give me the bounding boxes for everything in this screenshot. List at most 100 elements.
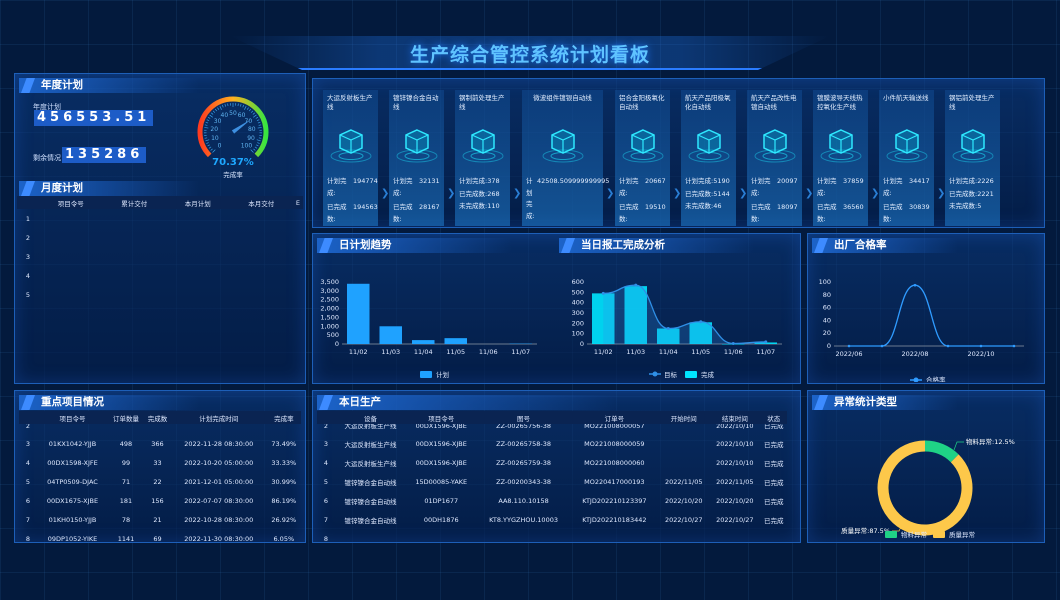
bar xyxy=(689,322,712,344)
stat-value: 37859 xyxy=(843,177,864,185)
stat-label: 未完成数: xyxy=(459,202,488,210)
table-cell xyxy=(144,424,171,434)
table-row[interactable]: 6 00DX1675-XJBE 181 156 2022-07-07 08:30:00 8… xyxy=(19,491,301,510)
table-cell: 00DX1596-XJBE xyxy=(415,458,467,467)
table-row[interactable]: 8 xyxy=(317,529,787,542)
table-cell: 大运反射板生产线 xyxy=(344,424,397,430)
table-cell: 00DX1596-XJBE xyxy=(415,424,467,430)
table-cell xyxy=(293,209,303,228)
stat-label: 已完成数: xyxy=(883,203,903,223)
stat-label: 计划完成: xyxy=(526,177,535,220)
production-line-card[interactable]: 铝合金阳极氧化自动线 计划完成: 20667 已完成数: 19510 xyxy=(615,90,670,226)
table-row[interactable]: 3 xyxy=(17,247,303,266)
table-cell: MO221008000057 xyxy=(584,424,645,430)
line-point xyxy=(1012,344,1016,348)
line-point xyxy=(979,344,983,348)
gauge-tick-label: 10 xyxy=(211,135,219,142)
line-point xyxy=(666,327,670,330)
table-cell: ZZ-00265758-38 xyxy=(496,439,551,448)
table-cell: 30.99% xyxy=(271,477,297,486)
table-row[interactable]: 1 xyxy=(17,209,303,228)
bar xyxy=(657,328,680,344)
table-row[interactable]: 2 大运反射板生产线 00DX1596-XJBE ZZ-00265756-38 MO22… xyxy=(317,424,787,434)
production-line-card[interactable]: 镀锌镍合金自动线 计划完成: 32131 已完成数: 28167 xyxy=(389,90,444,226)
table-cell xyxy=(293,266,303,285)
chevron-right-icon: ❯ xyxy=(447,188,456,199)
table-row[interactable]: 3 大运反射板生产线 00DX1596-XJBE ZZ-00265758-38 MO22… xyxy=(317,434,787,453)
table-cell: 00DX1596-XJBE xyxy=(415,439,467,448)
pass-rate-chart: 0 20 40 60 80 100 2022/06 2022/08 2022/10 合格率 xyxy=(819,278,1024,382)
table-row[interactable]: 4 xyxy=(17,266,303,285)
table-row[interactable]: 5 04TP0509-DJAC 71 22 2021-12-01 05:00:00 30.… xyxy=(19,472,301,491)
production-line-card[interactable]: 微波组件镀银自动线 计划完成: 42508.509999999995 xyxy=(522,90,609,226)
production-line-card[interactable]: 大运反射板生产线 计划完成: 194774 已完成数: 194563 xyxy=(323,90,378,226)
table-cell xyxy=(571,529,659,541)
y-tick-label: 60 xyxy=(823,304,831,312)
bar xyxy=(412,340,435,344)
table-cell: KTJD202210123397 xyxy=(582,496,647,505)
line-point xyxy=(699,320,703,324)
production-line-card[interactable]: 镀膜波导天线热控氧化生产线 计划完成: 37859 已完成数: 36560 xyxy=(813,90,868,226)
production-line-card[interactable]: 钢铝前处理生产线 计划完成: 2226 已完成数: 2221 未完成数: 5 xyxy=(945,90,1000,226)
column-header: 开始时间 xyxy=(658,411,710,424)
table-row[interactable]: 8 09DP1052-YJKE 1141 69 2022-11-30 08:30:00 6… xyxy=(19,529,301,542)
table-cell: 181 xyxy=(119,496,133,505)
line-name: 钢铝前处理生产线 xyxy=(949,94,995,111)
table-row[interactable]: 4 00DX1598-XJFE 99 33 2022-10-20 05:00:00 33.… xyxy=(19,453,301,472)
y-tick-label: 500 xyxy=(327,331,339,339)
line-stat: 已完成数: 28167 xyxy=(393,202,440,225)
chevron-right-icon: ❯ xyxy=(937,188,946,199)
stat-value: 28167 xyxy=(419,203,440,211)
stat-label: 计划完成: xyxy=(459,177,488,185)
y-tick-label: 40 xyxy=(823,316,831,324)
table-cell: 86.19% xyxy=(271,496,297,505)
key-projects-panel: 重点项目情况 项目令号 订单数量 完成数 计划完成时间 完成率 2 3 01KX1042-YJ… xyxy=(14,390,306,543)
line-point xyxy=(731,341,735,345)
production-line-card[interactable]: 航天产品阳极氧化自动线 计划完成: 5190 已完成数: 5144 未完成数: 46 xyxy=(681,90,736,226)
line-stat: 计划完成: 378 xyxy=(459,176,506,188)
table-row[interactable]: 2 xyxy=(19,424,301,434)
column-header xyxy=(317,411,335,424)
production-line-card[interactable]: 航天产品改性电镀自动线 计划完成: 20097 已完成数: 18097 xyxy=(747,90,802,226)
completion-gauge: 0102030405060708090100 xyxy=(197,96,269,158)
table-cell: KT8.YYGZHOU.10003 xyxy=(489,515,558,524)
gauge-tick-label: 90 xyxy=(247,135,255,142)
table-cell xyxy=(229,209,292,228)
chevron-right-icon: ❯ xyxy=(606,188,615,199)
gauge-tick xyxy=(256,119,260,122)
column-header: 本月计划 xyxy=(165,196,230,209)
table-row[interactable]: 7 镀锌镍合金自动线 00DH1876 KT8.YYGZHOU.10003 KTJD20… xyxy=(317,510,787,529)
table-cell: ZZ-00265759-38 xyxy=(496,458,551,467)
table-cell: 2022-11-28 08:30:00 xyxy=(184,439,254,448)
line-stat: 未完成数: 46 xyxy=(685,201,732,213)
table-cell: 2022/11/05 xyxy=(716,477,754,486)
gauge-tick xyxy=(253,114,257,118)
table-cell xyxy=(477,529,571,541)
x-tick-label: 11/04 xyxy=(414,348,433,356)
line-stat: 已完成数: 194563 xyxy=(327,202,378,225)
production-line-card[interactable]: 小件航天输送线 计划完成: 34417 已完成数: 30839 xyxy=(879,90,934,226)
row-index: 5 xyxy=(25,290,31,299)
y-tick-label: 400 xyxy=(572,299,584,307)
table-row[interactable]: 6 镀锌镍合金自动线 01DP1677 AA8.110.10158 KTJD202210… xyxy=(317,491,787,510)
table-cell: 2021-12-01 05:00:00 xyxy=(184,477,254,486)
table-row[interactable]: 7 01KH0150-YJJB 78 21 2022-10-28 08:30:00 26.… xyxy=(19,510,301,529)
column-header xyxy=(19,411,37,424)
stat-value: 194774 xyxy=(353,177,378,185)
stat-value: 36560 xyxy=(843,203,864,211)
table-row[interactable]: 5 镀锌镍合金自动线 15D00085-YAKE ZZ-00200343-38 MO22… xyxy=(317,472,787,491)
table-cell xyxy=(229,266,292,285)
panel-header: 异常统计类型 xyxy=(812,395,959,410)
table-cell: ZZ-00200343-38 xyxy=(496,477,551,486)
line-area xyxy=(603,285,766,344)
production-line-card[interactable]: 钢制前处理生产线 计划完成: 378 已完成数: 268 未完成数: 110 xyxy=(455,90,510,226)
table-row[interactable]: 5 xyxy=(17,285,303,304)
line-stat: 未完成数: 5 xyxy=(949,201,996,213)
table-row[interactable]: 2 xyxy=(17,228,303,247)
table-row[interactable]: 3 01KX1042-YJJB 498 366 2022-11-28 08:30:00 7… xyxy=(19,434,301,453)
table-cell: 366 xyxy=(151,439,164,448)
table-cell: 156 xyxy=(151,496,164,505)
annual-plan-value: 456553.51 xyxy=(34,110,154,126)
row-index: 8 xyxy=(25,534,31,542)
table-row[interactable]: 4 大运反射板生产线 00DX1596-XJBE ZZ-00265759-38 MO22… xyxy=(317,453,787,472)
